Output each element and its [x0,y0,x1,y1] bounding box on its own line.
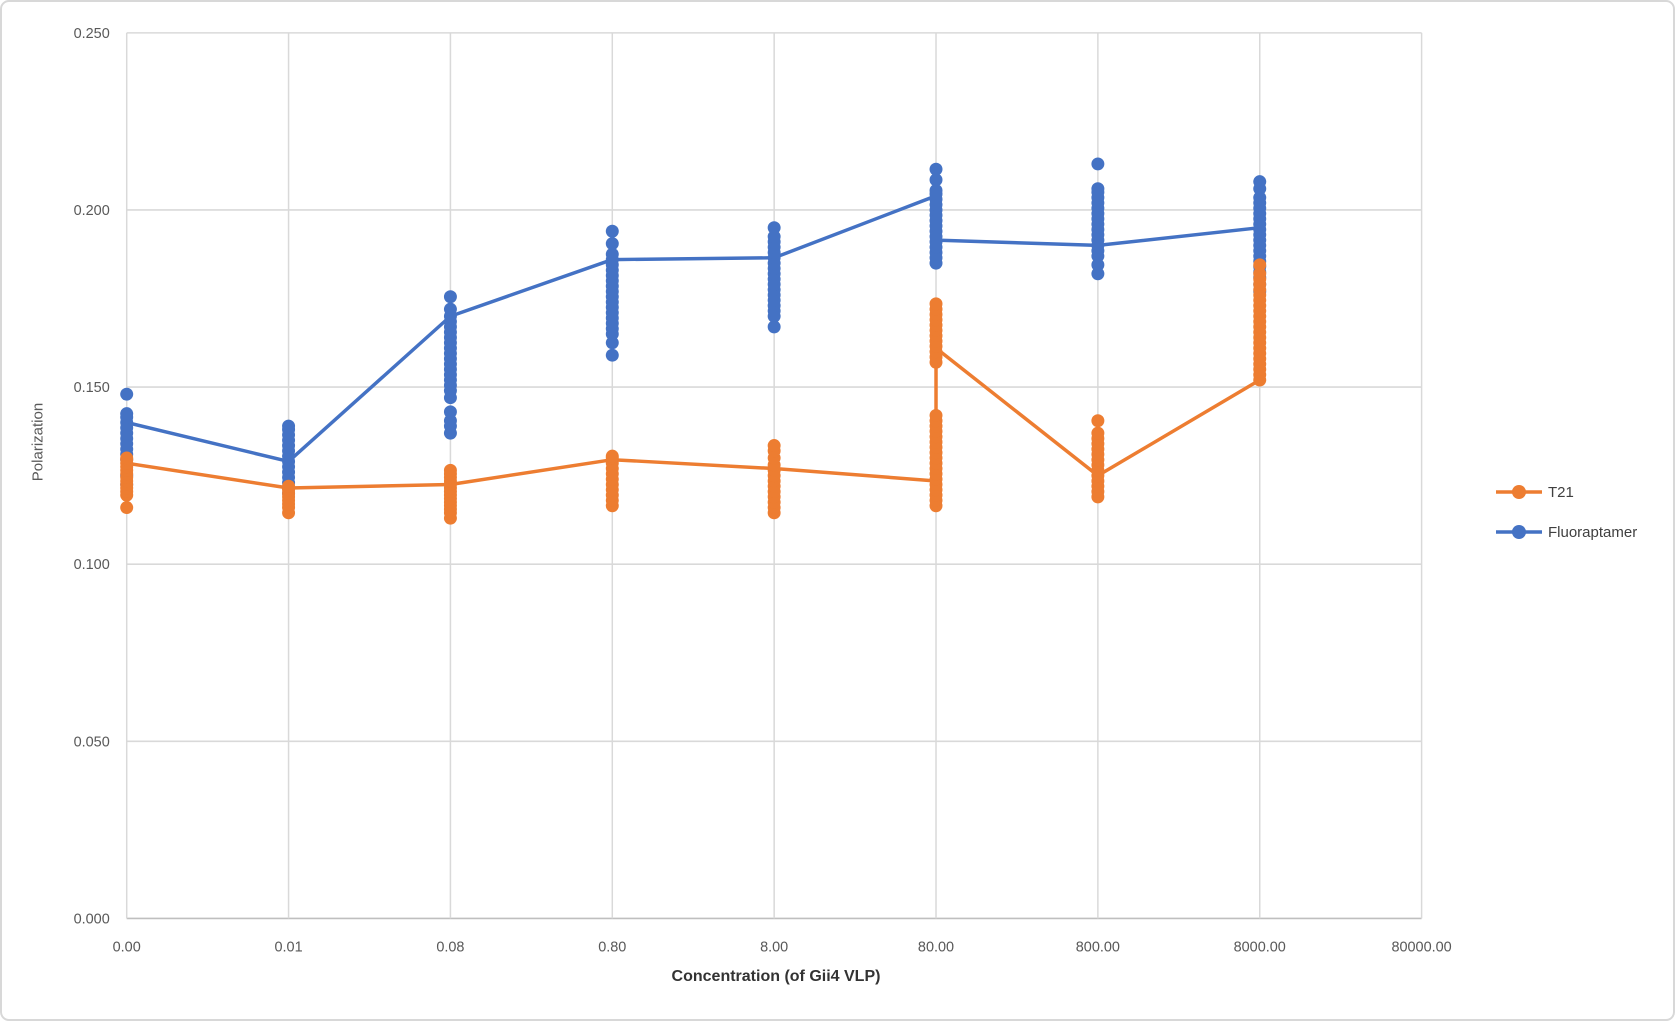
data-point-t21[interactable] [605,449,619,463]
y-tick-label: 0.050 [74,734,110,750]
x-tick-label: 8000.00 [1234,939,1286,955]
y-tick-label: 0.200 [74,203,110,219]
data-point-t21[interactable] [443,463,457,477]
series-line-fluoraptamer[interactable] [124,194,1262,464]
data-point-fluoraptamer[interactable] [443,290,457,304]
data-point-t21[interactable] [120,501,134,514]
data-point-fluoraptamer[interactable] [605,348,619,362]
data-point-fluoraptamer[interactable] [605,224,619,238]
data-point-t21[interactable] [120,451,134,465]
data-point-fluoraptamer[interactable] [1091,267,1105,281]
y-tick-label: 0.150 [74,380,110,396]
data-point-t21[interactable] [1091,414,1105,428]
data-point-fluoraptamer[interactable] [443,302,457,316]
data-point-fluoraptamer[interactable] [929,184,943,197]
data-point-fluoraptamer[interactable] [605,237,619,251]
legend-item-fluoraptamer[interactable]: Fluoraptamer [1496,523,1638,541]
legend-item-t21[interactable]: T21 [1496,483,1637,501]
data-point-fluoraptamer[interactable] [1253,175,1267,189]
data-point-t21[interactable] [767,439,781,453]
legend: T21 Fluoraptamer [1496,483,1638,541]
data-point-fluoraptamer[interactable] [443,414,457,428]
legend-marker-icon [1496,485,1542,499]
data-point-fluoraptamer[interactable] [767,230,781,244]
data-point-t21[interactable] [1091,426,1105,440]
data-point-fluoraptamer[interactable] [1091,258,1105,272]
data-point-t21[interactable] [929,297,943,311]
data-point-fluoraptamer[interactable] [120,387,134,401]
data-point-fluoraptamer[interactable] [767,221,781,235]
y-tick-label: 0.100 [74,557,110,573]
series-line-t21[interactable] [124,263,1262,490]
data-point-fluoraptamer[interactable] [605,336,619,350]
data-point-fluoraptamer[interactable] [605,247,619,261]
data-point-t21[interactable] [282,479,296,493]
data-point-fluoraptamer[interactable] [120,407,134,421]
data-point-fluoraptamer[interactable] [443,405,457,419]
x-tick-label: 800.00 [1076,939,1120,955]
legend-marker-icon [1496,525,1542,539]
data-point-fluoraptamer[interactable] [1091,157,1105,171]
x-tick-label: 0.80 [598,939,626,955]
y-axis-title: Polarization [29,402,47,482]
data-point-fluoraptamer[interactable] [282,419,296,433]
data-point-fluoraptamer[interactable] [929,173,943,187]
x-tick-label: 0.08 [436,939,464,955]
x-tick-label: 0.00 [113,939,141,955]
x-tick-label: 0.01 [274,939,302,955]
x-axis-title: Concentration (of Gii4 VLP) [671,968,881,985]
data-point-t21[interactable] [929,408,943,422]
data-point-t21[interactable] [1253,267,1267,281]
legend-label: Fluoraptamer [1548,523,1638,541]
x-tick-label: 80000.00 [1391,939,1451,955]
data-point-fluoraptamer[interactable] [1091,182,1105,196]
data-point-fluoraptamer[interactable] [1253,191,1267,205]
data-point-fluoraptamer[interactable] [767,320,781,334]
y-tick-label: 0.000 [74,911,110,927]
y-tick-label: 0.250 [74,26,110,42]
x-tick-label: 8.00 [760,939,788,955]
x-tick-label: 80.00 [918,939,954,955]
data-point-fluoraptamer[interactable] [929,162,943,176]
data-point-t21[interactable] [1253,258,1267,272]
legend-label: T21 [1548,483,1574,501]
